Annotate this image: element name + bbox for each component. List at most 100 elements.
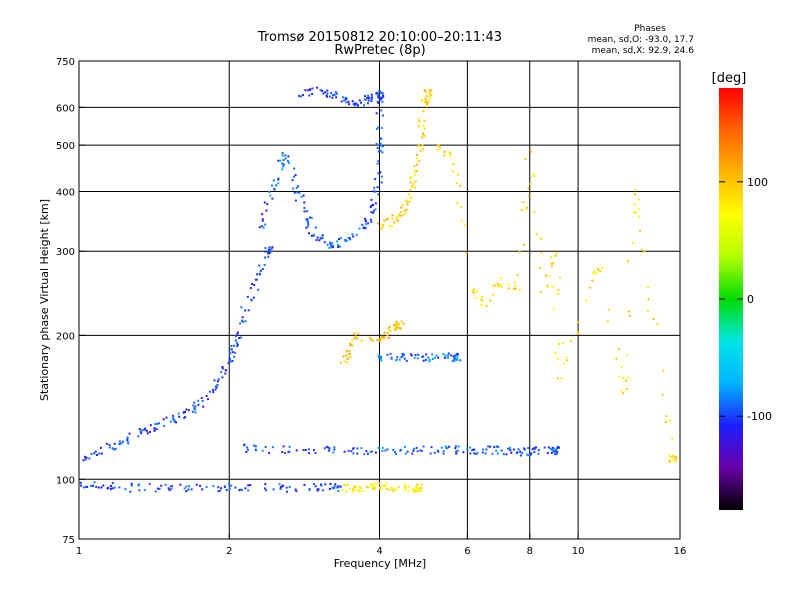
data-point [405,208,408,211]
data-point [460,219,463,222]
data-point [643,251,646,254]
data-point [372,204,375,207]
data-point [422,359,425,362]
data-point [199,484,202,487]
data-point [399,211,402,214]
data-point [465,251,468,254]
data-point [127,442,130,445]
data-point [671,437,674,440]
data-point [247,484,250,487]
data-point [349,342,352,345]
data-point [408,193,411,196]
data-point [308,452,311,455]
data-point [421,132,424,135]
data-point [307,225,310,228]
data-point [380,144,383,147]
data-point [428,360,431,363]
data-point [625,379,628,382]
data-point [452,163,455,166]
data-point [228,487,231,490]
data-point [97,486,100,489]
data-point [403,353,406,356]
data-point [364,98,367,101]
data-point [438,146,441,149]
data-point [412,182,415,185]
data-point [376,162,379,165]
data-point [506,447,509,450]
data-point [555,448,558,451]
data-point [433,356,436,359]
data-point [338,238,341,241]
data-point [481,300,484,303]
data-point [625,388,628,391]
data-point [79,481,82,484]
data-point [205,394,208,397]
data-point [267,252,270,255]
data-point [489,299,492,302]
data-point [354,335,357,338]
data-point [426,95,429,98]
data-point [155,428,158,431]
data-point [142,428,145,431]
data-point [220,370,223,373]
data-point [420,483,423,486]
data-point [168,489,171,492]
data-point [113,442,116,445]
data-point [212,391,215,394]
data-point [556,357,559,360]
data-point [302,94,305,97]
data-point [140,429,143,432]
data-point [346,361,349,364]
data-point [194,405,197,408]
data-point [415,489,418,492]
data-point [170,485,173,488]
data-point [105,442,108,445]
data-point [475,296,478,299]
data-point [303,206,306,209]
data-point [495,449,498,452]
data-point [540,237,543,240]
data-point [497,283,500,286]
data-point [431,353,434,356]
data-point [277,177,280,180]
data-point [426,100,429,103]
data-point [381,92,384,95]
data-point [456,356,459,359]
data-point [304,449,307,452]
data-point [513,287,516,290]
data-point [314,485,317,488]
data-point [120,442,123,445]
data-point [238,489,241,492]
data-point [326,92,329,95]
data-point [591,279,594,282]
data-point [240,488,243,491]
data-point [448,155,451,158]
data-point [320,484,323,487]
data-point [216,380,219,383]
data-point [455,358,458,361]
data-point [640,248,643,251]
data-point [410,175,413,178]
x-axis-label: Frequency [MHz] [334,557,426,570]
data-point [380,335,383,338]
data-point [349,355,352,358]
data-point [400,356,403,359]
data-point [297,185,300,188]
data-point [429,90,432,93]
data-point [385,481,388,484]
data-point [316,236,319,239]
data-point [437,148,440,151]
data-point [328,246,331,249]
data-point [271,197,274,200]
data-point [393,327,396,330]
data-point [264,445,267,448]
data-point [393,487,396,490]
data-point [543,446,546,449]
data-point [396,322,399,325]
data-point [99,446,102,449]
data-point [355,233,358,236]
data-point [271,246,274,249]
data-point [352,490,355,493]
data-point [674,458,677,461]
data-point [217,378,220,381]
